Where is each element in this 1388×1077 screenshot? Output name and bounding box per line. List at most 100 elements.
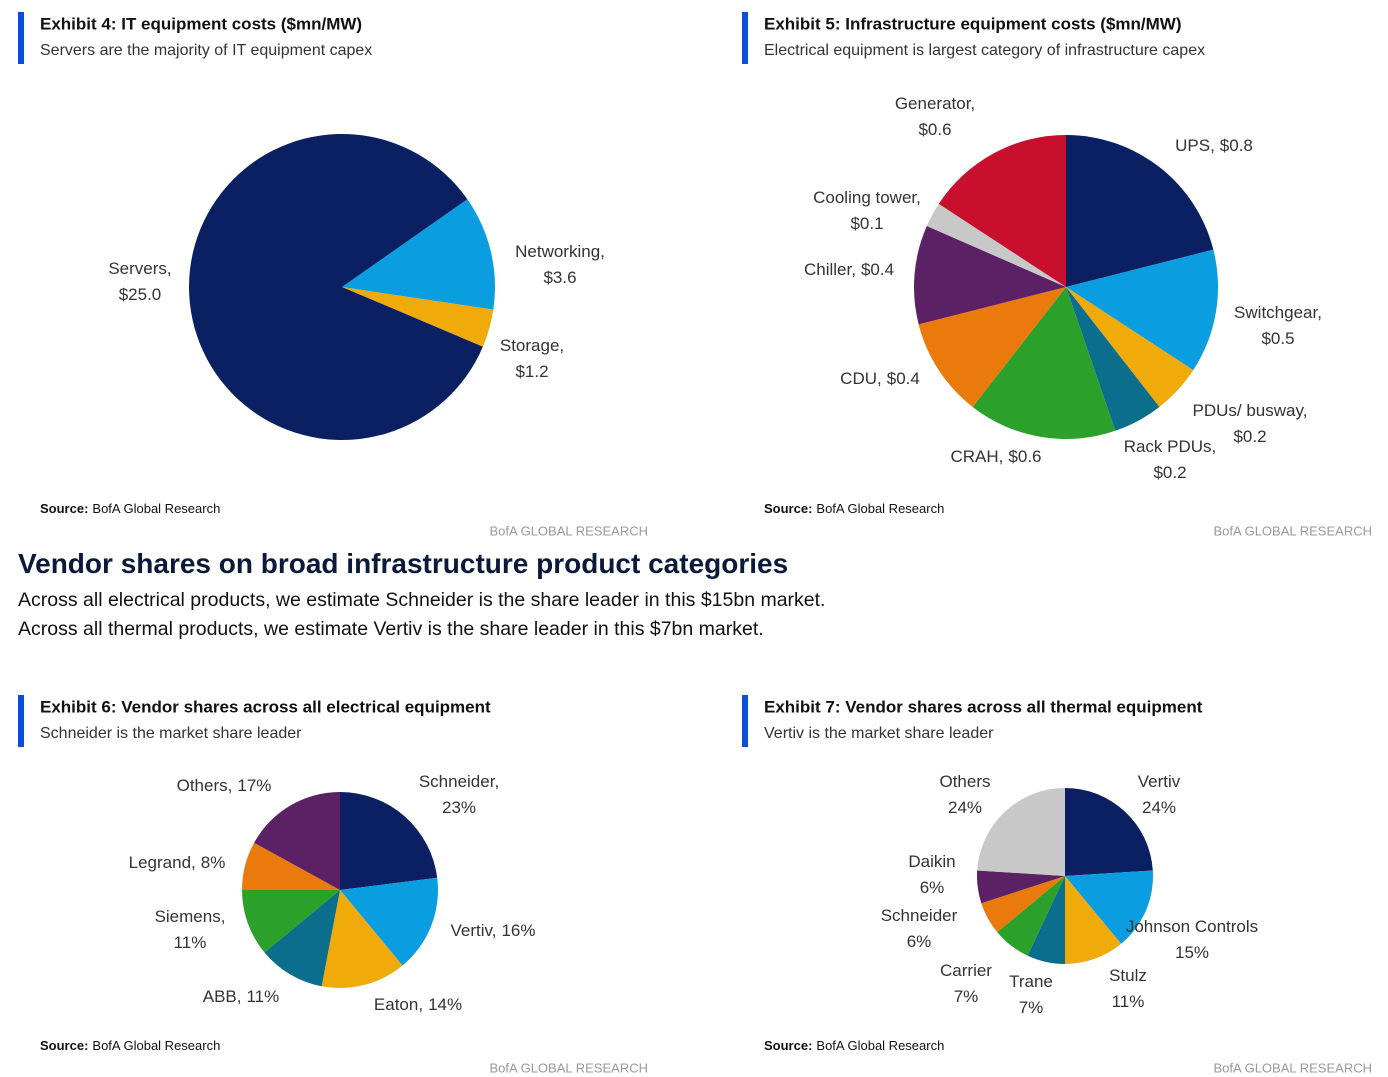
- pie-slice: [972, 287, 1116, 439]
- slice-label: Trane 7%: [1009, 972, 1053, 1017]
- slice-label: Stulz 11%: [1109, 966, 1147, 1011]
- pie-slice: [977, 788, 1065, 876]
- title-bar: [742, 695, 748, 747]
- slice-value-label: 14%: [428, 995, 462, 1014]
- slice-category: Cooling tower,: [813, 188, 921, 207]
- slice-label: Rack PDUs, $0.2: [1124, 437, 1217, 482]
- pie-slice: [1066, 249, 1218, 371]
- slice-label: Johnson Controls 15%: [1126, 917, 1258, 962]
- chart-subtitle: Servers are the majority of IT equipment…: [40, 42, 372, 59]
- brand: BofA GLOBAL RESEARCH: [1214, 1060, 1372, 1075]
- slice-label: Cooling tower, $0.1: [813, 188, 921, 233]
- source-text: BofA Global Research: [816, 501, 944, 516]
- pie-slice: [914, 225, 1066, 325]
- pie-slice: [1065, 876, 1122, 964]
- slice-category: CDU,: [840, 369, 882, 388]
- pie-slice: [938, 135, 1066, 287]
- slice-label: Switchgear, $0.5: [1234, 303, 1322, 348]
- slice-category: Johnson Controls: [1126, 917, 1258, 936]
- slice-label: Vertiv 24%: [1138, 772, 1181, 817]
- slice-value-label: $3.6: [543, 268, 576, 287]
- slice-label: Carrier 7%: [940, 961, 992, 1006]
- slice-value-label: 11%: [246, 987, 279, 1006]
- slice-value-label: $0.2: [1233, 427, 1266, 446]
- slice-label: Legrand, 8%: [129, 853, 226, 872]
- slice-category: Legrand,: [129, 853, 196, 872]
- slice-category: Switchgear,: [1234, 303, 1322, 322]
- slice-category: Trane: [1009, 972, 1053, 991]
- slice-label: Vertiv, 16%: [450, 921, 535, 940]
- pie-slice: [1065, 788, 1153, 876]
- source-text: BofA Global Research: [92, 501, 220, 516]
- slice-value-label: $0.4: [861, 260, 894, 279]
- slice-category: CRAH,: [951, 447, 1004, 466]
- section-heading: Vendor shares on broad infrastructure pr…: [18, 548, 789, 579]
- slice-category: Siemens,: [155, 907, 226, 926]
- pie-slice: [1027, 876, 1065, 965]
- slice-category: Others,: [177, 776, 233, 795]
- slice-label: Schneider 6%: [881, 906, 958, 951]
- slice-category: PDUs/ busway,: [1193, 401, 1308, 420]
- slice-value-label: $0.1: [850, 214, 883, 233]
- slice-value-label: 15%: [1175, 943, 1209, 962]
- slice-value-label: 7%: [954, 987, 979, 1006]
- slice-category: Vertiv: [1138, 772, 1181, 791]
- slice-label: Daikin 6%: [908, 852, 955, 897]
- slice-label: CRAH, $0.6: [951, 447, 1042, 466]
- slice-label: Generator, $0.6: [895, 94, 975, 139]
- source: Source: BofA Global Research: [764, 501, 944, 516]
- source-text: BofA Global Research: [92, 1038, 220, 1053]
- slice-value-label: $0.5: [1261, 329, 1294, 348]
- slice-value-label: 6%: [907, 932, 932, 951]
- slice-label: Others, 17%: [177, 776, 272, 795]
- slice-value-label: $25.0: [119, 285, 162, 304]
- source-text: BofA Global Research: [816, 1038, 944, 1053]
- slice-category: Storage,: [500, 336, 564, 355]
- slice-label: ABB, 11%: [203, 987, 280, 1006]
- slice-label: Networking, $3.6: [515, 242, 605, 287]
- chart-subtitle: Electrical equipment is largest category…: [764, 42, 1205, 59]
- slice-label: Chiller, $0.4: [804, 260, 894, 279]
- pie-slice: [189, 134, 483, 440]
- pie-slice: [997, 876, 1065, 956]
- slice-category: Others: [939, 772, 990, 791]
- slice-label: PDUs/ busway, $0.2: [1193, 401, 1308, 446]
- slice-value-label: $0.6: [1008, 447, 1041, 466]
- brand: BofA GLOBAL RESEARCH: [1214, 523, 1372, 538]
- source-label: Source:: [40, 501, 88, 516]
- section-paragraph: Across all electrical products, we estim…: [18, 589, 826, 640]
- slice-label: UPS, $0.8: [1175, 136, 1253, 155]
- title-bar: [742, 12, 748, 64]
- source: Source: BofA Global Research: [764, 1038, 944, 1053]
- slice-value-label: $1.2: [515, 362, 548, 381]
- chart-title: Exhibit 6: Vendor shares across all elec…: [40, 697, 491, 716]
- slice-label: Siemens, 11%: [155, 907, 226, 952]
- title-bar: [18, 695, 24, 747]
- slice-value-label: $0.2: [1153, 463, 1186, 482]
- slice-category: Vertiv,: [450, 921, 496, 940]
- slice-category: Schneider,: [419, 772, 499, 791]
- slice-value-label: $0.4: [887, 369, 920, 388]
- pie-slice: [1066, 287, 1160, 431]
- slice-label: Servers, $25.0: [108, 259, 171, 304]
- slice-value-label: 17%: [237, 776, 271, 795]
- source: Source: BofA Global Research: [40, 1038, 220, 1053]
- slice-value-label: 11%: [1112, 992, 1145, 1011]
- slice-category: Eaton,: [374, 995, 423, 1014]
- slice-category: ABB,: [203, 987, 242, 1006]
- pie-slice: [926, 203, 1066, 287]
- slice-value-label: 7%: [1019, 998, 1044, 1017]
- slice-category: Stulz: [1109, 966, 1147, 985]
- pie-slice: [1066, 287, 1194, 407]
- pie-slice: [977, 870, 1065, 904]
- pie-slice: [242, 890, 340, 953]
- pie-slice: [918, 287, 1066, 407]
- pie-slice: [264, 890, 340, 987]
- pie-slice: [254, 791, 340, 890]
- pie-slice: [321, 890, 403, 988]
- slice-value-label: 11%: [174, 933, 207, 952]
- slice-value-label: 24%: [948, 798, 982, 817]
- slice-label: Others 24%: [939, 772, 990, 817]
- slice-label: Schneider, 23%: [419, 772, 499, 817]
